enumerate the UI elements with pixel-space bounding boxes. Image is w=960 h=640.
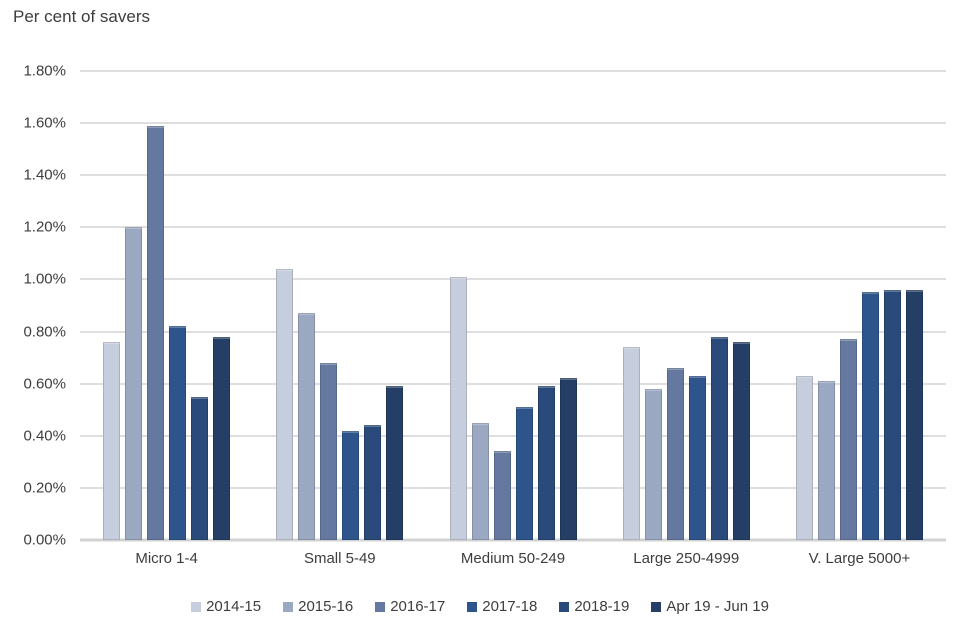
- bar: [622, 347, 640, 540]
- bar: [666, 368, 684, 540]
- bar: [213, 336, 231, 540]
- bar: [276, 269, 294, 540]
- legend-item: 2016-17: [375, 598, 445, 615]
- legend-marker-icon: [559, 601, 570, 612]
- legend-marker-icon: [375, 601, 386, 612]
- bar: [449, 276, 467, 540]
- gridline: [80, 382, 946, 385]
- gridline: [80, 70, 946, 72]
- bar: [644, 388, 662, 540]
- gridline: [80, 226, 946, 229]
- bar: [688, 375, 706, 540]
- gridline: [80, 330, 946, 333]
- x-tick-label: Small 5-49: [303, 550, 376, 567]
- legend: 2014-15 2015-16 2016-17 2017-18 2018-19 Apr 1…: [0, 598, 960, 615]
- legend-label: 2015-16: [298, 598, 354, 615]
- gridline: [80, 122, 946, 125]
- bar: [515, 407, 533, 540]
- legend-item: 2018-19: [559, 598, 629, 615]
- bar: [342, 430, 360, 540]
- plot-area: [80, 70, 946, 542]
- legend-marker-icon: [651, 601, 662, 612]
- bar: [732, 341, 750, 540]
- gridline: [80, 174, 946, 177]
- y-tick-label: 1.80%: [23, 62, 66, 80]
- bar-group: [426, 71, 599, 540]
- bar: [861, 292, 879, 540]
- legend-label: 2016-17: [390, 598, 446, 615]
- x-tick-label: Medium 50-249: [460, 550, 566, 567]
- legend-label: 2017-18: [482, 598, 538, 615]
- bar: [839, 339, 857, 540]
- bar: [386, 386, 404, 540]
- legend-label: 2018-19: [574, 598, 630, 615]
- bar-group: [773, 71, 946, 540]
- y-tick-label: 1.40%: [23, 166, 66, 184]
- y-tick-label: 0.20%: [23, 479, 66, 497]
- bar: [817, 381, 835, 540]
- y-tick-label: 0.00%: [23, 531, 66, 549]
- chart-title: Per cent of savers: [13, 7, 151, 26]
- bar: [471, 422, 489, 540]
- y-tick-label: 1.60%: [23, 114, 66, 132]
- bar-group: [600, 71, 773, 540]
- bar: [710, 336, 728, 540]
- bar: [191, 396, 209, 540]
- y-tick-label: 0.40%: [23, 427, 66, 445]
- legend-item: 2017-18: [467, 598, 537, 615]
- bar-group: [80, 71, 253, 540]
- bar: [298, 313, 316, 540]
- bar: [320, 362, 338, 540]
- legend-marker-icon: [467, 601, 478, 612]
- x-axis: Micro 1-4 Small 5-49 Medium 50-249 Large 25…: [80, 550, 946, 567]
- gridline: [80, 278, 946, 281]
- x-tick-label: V. Large 5000+: [808, 550, 911, 567]
- bar: [559, 378, 577, 540]
- legend-marker-icon: [283, 601, 294, 612]
- y-tick-label: 0.80%: [23, 323, 66, 341]
- bar-groups-container: [80, 71, 946, 540]
- x-tick-label: Large 250-4999: [633, 550, 740, 567]
- bar: [493, 451, 511, 540]
- gridline: [80, 434, 946, 437]
- bar: [795, 375, 813, 540]
- bar: [103, 341, 121, 540]
- bar: [537, 386, 555, 540]
- bar: [905, 289, 923, 540]
- gridline: [80, 538, 946, 542]
- y-tick-label: 0.60%: [23, 375, 66, 393]
- legend-label: 2014-15: [206, 598, 262, 615]
- legend-item: Apr 19 - Jun 19: [651, 598, 769, 615]
- y-tick-label: 1.20%: [23, 218, 66, 236]
- bar: [147, 125, 165, 540]
- y-tick-label: 1.00%: [23, 270, 66, 288]
- bar-group: [253, 71, 426, 540]
- gridline: [80, 486, 946, 489]
- legend-label: Apr 19 - Jun 19: [666, 598, 769, 615]
- legend-marker-icon: [191, 601, 202, 612]
- bar: [883, 289, 901, 540]
- bar: [169, 326, 187, 540]
- bar: [364, 425, 382, 540]
- legend-item: 2015-16: [283, 598, 353, 615]
- y-axis: 0.00% 0.20% 0.40% 0.60% 0.80% 1.00% 1.20% 1.40%…: [0, 63, 66, 549]
- x-tick-label: Micro 1-4: [135, 550, 198, 567]
- bar: [125, 227, 143, 540]
- legend-item: 2014-15: [191, 598, 261, 615]
